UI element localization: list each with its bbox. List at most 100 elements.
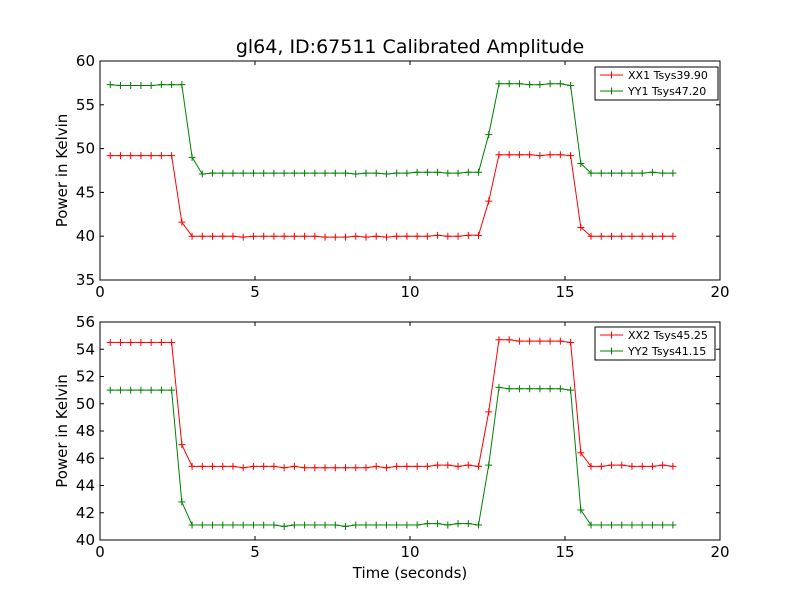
data-point [290,521,298,529]
data-point [106,152,114,160]
data-point [515,80,523,88]
top-panel: 0 5 10 15 20 35 40 45 50 55 60 Power in Kelvin XX1 T… [53,52,730,301]
data-point [444,232,452,240]
data-point [198,462,206,470]
data-point [137,338,145,346]
data-point [444,521,452,529]
data-point [321,169,329,177]
data-point [331,464,339,472]
data-point [301,169,309,177]
data-point [157,152,165,160]
legend-marker [608,87,615,95]
data-point [475,231,483,239]
data-point [270,169,278,177]
data-point [423,168,431,176]
bottom-panel: 0 5 10 15 20 40 42 44 46 48 50 52 54 56 Power in Kelvi… [53,313,730,561]
data-point [485,197,493,205]
data-point [393,232,401,240]
data-point [628,521,636,529]
data-point [127,338,135,346]
data-point [249,462,257,470]
data-point [331,169,339,177]
data-point [475,168,483,176]
data-point [567,82,575,90]
data-point [475,462,483,470]
data-point [413,462,421,470]
y-tick-label: 46 [76,449,95,467]
data-point [505,80,513,88]
data-point [157,81,165,89]
data-point [301,232,309,240]
data-point [342,169,350,177]
data-point [608,461,615,469]
data-point [423,232,431,240]
data-point [382,521,390,529]
data-point [188,232,196,240]
data-point [648,521,656,529]
x-tick-label: 5 [250,543,260,561]
data-point [209,169,217,177]
x-tick-label: 5 [250,283,260,301]
data-point [423,462,431,470]
data-point [311,521,319,529]
data-point [270,462,278,470]
y-tick-label: 52 [76,368,95,386]
x-tick-label: 0 [95,543,105,561]
data-point [597,521,605,529]
data-point [464,168,472,176]
legend-marker [608,71,615,79]
legend-marker [608,347,615,355]
data-point [648,168,656,176]
data-point [454,169,462,177]
data-point [209,521,217,529]
data-point [157,338,165,346]
data-point [331,233,339,241]
data-point [618,169,626,177]
data-point [515,151,523,159]
data-point [168,81,176,89]
data-point [628,169,636,177]
x-tick-label: 20 [710,543,729,561]
data-point [106,338,114,346]
data-point [485,131,493,139]
data-point [239,521,247,529]
legend-label: YY1 Tsys47.20 [627,85,706,98]
data-point [556,80,564,88]
data-point [168,386,176,394]
data-point [567,386,575,394]
data-point [106,81,114,89]
data-point [352,521,360,529]
data-point [311,232,319,240]
data-point [577,159,585,167]
data-point [505,385,513,393]
data-point [464,231,472,239]
data-point [219,169,227,177]
data-point [608,232,615,240]
data-point [628,232,636,240]
data-point [188,462,196,470]
data-point [362,169,370,177]
data-point [301,521,309,529]
y-tick-label: 48 [76,422,95,440]
data-point [280,169,288,177]
data-point [403,462,411,470]
data-point [495,336,503,344]
y-axis-label: Power in Kelvin [53,374,71,488]
legend-box [594,326,716,361]
data-point [249,521,257,529]
data-point [260,462,268,470]
data-point [362,521,370,529]
data-point [137,386,145,394]
data-point [362,464,370,472]
data-point [577,449,585,457]
data-point [403,169,411,177]
data-point [597,462,605,470]
data-point [515,385,523,393]
data-point [597,232,605,240]
data-point [669,232,677,240]
y-tick-label: 42 [76,504,95,522]
data-point [290,169,298,177]
data-point [648,462,656,470]
axes-frame [99,321,721,541]
